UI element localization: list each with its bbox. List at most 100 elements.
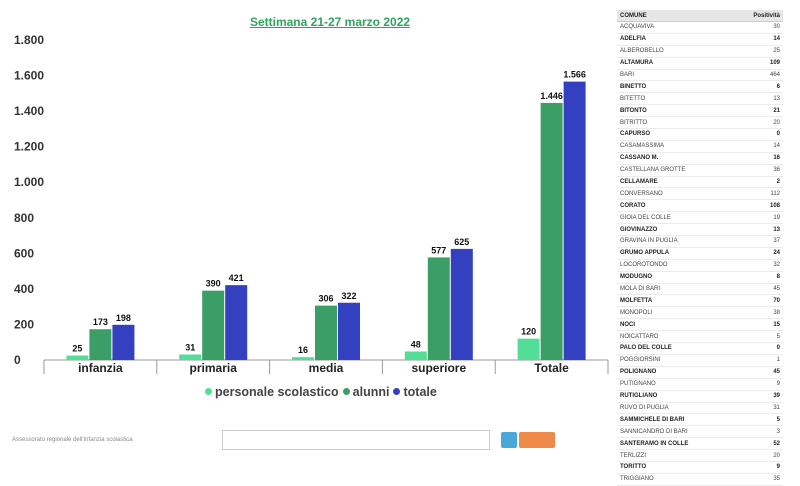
data-label: 421: [229, 273, 244, 283]
comune-name-cell: BINETTO: [617, 80, 733, 94]
table-row: CASAMASSIMA 14: [617, 140, 783, 153]
positivity-value-cell: 25: [732, 45, 783, 58]
comune-name-cell: TRIGGIANO: [617, 473, 733, 486]
comune-name-cell: PALO DEL COLLE: [617, 342, 733, 355]
comune-name-cell: CELLAMARE: [617, 176, 733, 189]
table-row: TORITTO 9: [617, 461, 783, 474]
positivity-value-cell: 8: [732, 271, 783, 284]
comune-name-cell: ALTAMURA: [617, 57, 733, 70]
table-row: PUTIGNANO 9: [617, 378, 783, 391]
bar-personale-scolastico: [179, 354, 202, 360]
positivity-value-cell: 13: [732, 92, 783, 106]
share-widget-icon[interactable]: [519, 432, 555, 448]
positivity-value-cell: 16: [732, 152, 783, 165]
y-tick-label: 1.800: [14, 33, 44, 47]
positivity-value-cell: 112: [732, 187, 783, 201]
comune-name-cell: SANTERAMO IN COLLE: [617, 437, 733, 451]
data-label: 306: [318, 294, 333, 304]
positivity-value-cell: 20: [732, 449, 783, 462]
search-box[interactable]: [222, 430, 490, 450]
y-tick-label: 600: [14, 246, 34, 260]
data-label: 322: [341, 291, 356, 301]
table-row: ADELFIA 14: [617, 33, 783, 46]
positivity-value-cell: 45: [732, 366, 783, 379]
comune-name-cell: GIOIA DEL COLLE: [617, 211, 733, 225]
comune-name-cell: LOCOROTONDO: [617, 259, 733, 272]
table-row: TERLIZZI 20: [617, 449, 783, 462]
data-label: 390: [206, 279, 221, 289]
table-row: SANNICANDRO DI BARI 3: [617, 425, 783, 439]
positivity-value-cell: 0: [732, 342, 783, 355]
table-row: GIOIA DEL COLLE 19: [617, 211, 783, 225]
chart-title: Settimana 21-27 marzo 2022: [249, 15, 411, 29]
table-row: RUTIGLIANO 39: [617, 390, 783, 403]
data-label: 1.446: [540, 91, 563, 101]
positivity-value-cell: 108: [732, 199, 783, 213]
y-tick-label: 200: [14, 317, 34, 331]
positivity-value-cell: 109: [732, 57, 783, 70]
y-tick-label: 1.400: [14, 104, 44, 118]
chart-legend: personale scolastico alunni totale: [205, 385, 441, 399]
table-row: MONOPOLI 38: [617, 306, 783, 320]
bar-totale: [225, 285, 248, 360]
x-category-label: media: [309, 361, 344, 375]
comune-name-cell: BITONTO: [617, 104, 733, 118]
bar-alunni: [202, 290, 225, 360]
positivity-value-cell: 30: [732, 21, 783, 34]
bar-alunni: [427, 257, 450, 360]
table-row: CELLAMARE 2: [617, 176, 783, 189]
positivity-value-cell: 36: [732, 164, 783, 177]
bar-totale: [338, 302, 360, 360]
table-row: ALBEROBELLO 25: [617, 45, 783, 58]
table-row: CASTELLANA GROTTE 36: [617, 164, 783, 177]
legend-label: personale scolastico: [215, 385, 339, 399]
bar-alunni: [89, 329, 112, 360]
positivity-value-cell: 0: [732, 128, 783, 141]
data-label: 25: [72, 344, 82, 354]
positivity-value-cell: 52: [732, 437, 783, 451]
comune-positivity-table: COMUNE Positività ACQUAVIVA 30 ADELFIA 14 AL…: [617, 10, 783, 486]
legend-item: alunni: [342, 385, 389, 399]
positivity-value-cell: 9: [732, 378, 783, 391]
positivity-value-cell: 1: [732, 354, 783, 367]
x-category-label: superiore: [411, 361, 466, 375]
column-header-comune: COMUNE: [617, 10, 733, 22]
legend-dot-icon: [393, 388, 401, 396]
data-label: 1.566: [563, 70, 586, 80]
comune-name-cell: CAPURSO: [617, 128, 733, 141]
positivity-value-cell: 464: [732, 69, 783, 82]
bar-totale: [112, 324, 135, 360]
y-tick-label: 1.200: [14, 140, 44, 154]
y-tick-label: 1.600: [14, 69, 44, 83]
column-header-positivita: Positività: [732, 10, 783, 22]
table-row: BITRITTO 20: [617, 116, 783, 130]
table-row: POLIGNANO 45: [617, 366, 783, 379]
data-label: 31: [185, 342, 195, 352]
comune-name-cell: CASTELLANA GROTTE: [617, 164, 733, 177]
comune-name-cell: SANNICANDRO DI BARI: [617, 425, 733, 439]
x-category-label: primaria: [190, 361, 238, 375]
bar-personale-scolastico: [517, 338, 540, 360]
weather-widget-icon[interactable]: [501, 432, 517, 448]
comune-name-cell: BITETTO: [617, 92, 733, 106]
y-tick-label: 800: [14, 211, 34, 225]
x-category-label: Totale: [534, 361, 569, 375]
comune-name-cell: ADELFIA: [617, 33, 733, 46]
table-row: GRAVINA IN PUGLIA 37: [617, 235, 783, 248]
positivity-value-cell: 37: [732, 235, 783, 248]
table-row: TRIGGIANO 35: [617, 473, 783, 486]
legend-dot-icon: [342, 388, 350, 396]
positivity-value-cell: 21: [732, 104, 783, 118]
comune-name-cell: GRAVINA IN PUGLIA: [617, 235, 733, 248]
table-row: CONVERSANO 112: [617, 187, 783, 201]
positivity-value-cell: 19: [732, 211, 783, 225]
comune-name-cell: CORATO: [617, 199, 733, 213]
positivity-value-cell: 35: [732, 473, 783, 486]
positivity-value-cell: 70: [732, 294, 783, 308]
table-row: MOLA DI BARI 45: [617, 283, 783, 296]
table-row: ALTAMURA 109: [617, 57, 783, 70]
comune-name-cell: GRUMO APPULA: [617, 247, 733, 260]
positivity-value-cell: 9: [732, 461, 783, 474]
comune-name-cell: BITRITTO: [617, 116, 733, 130]
positivity-value-cell: 45: [732, 283, 783, 296]
